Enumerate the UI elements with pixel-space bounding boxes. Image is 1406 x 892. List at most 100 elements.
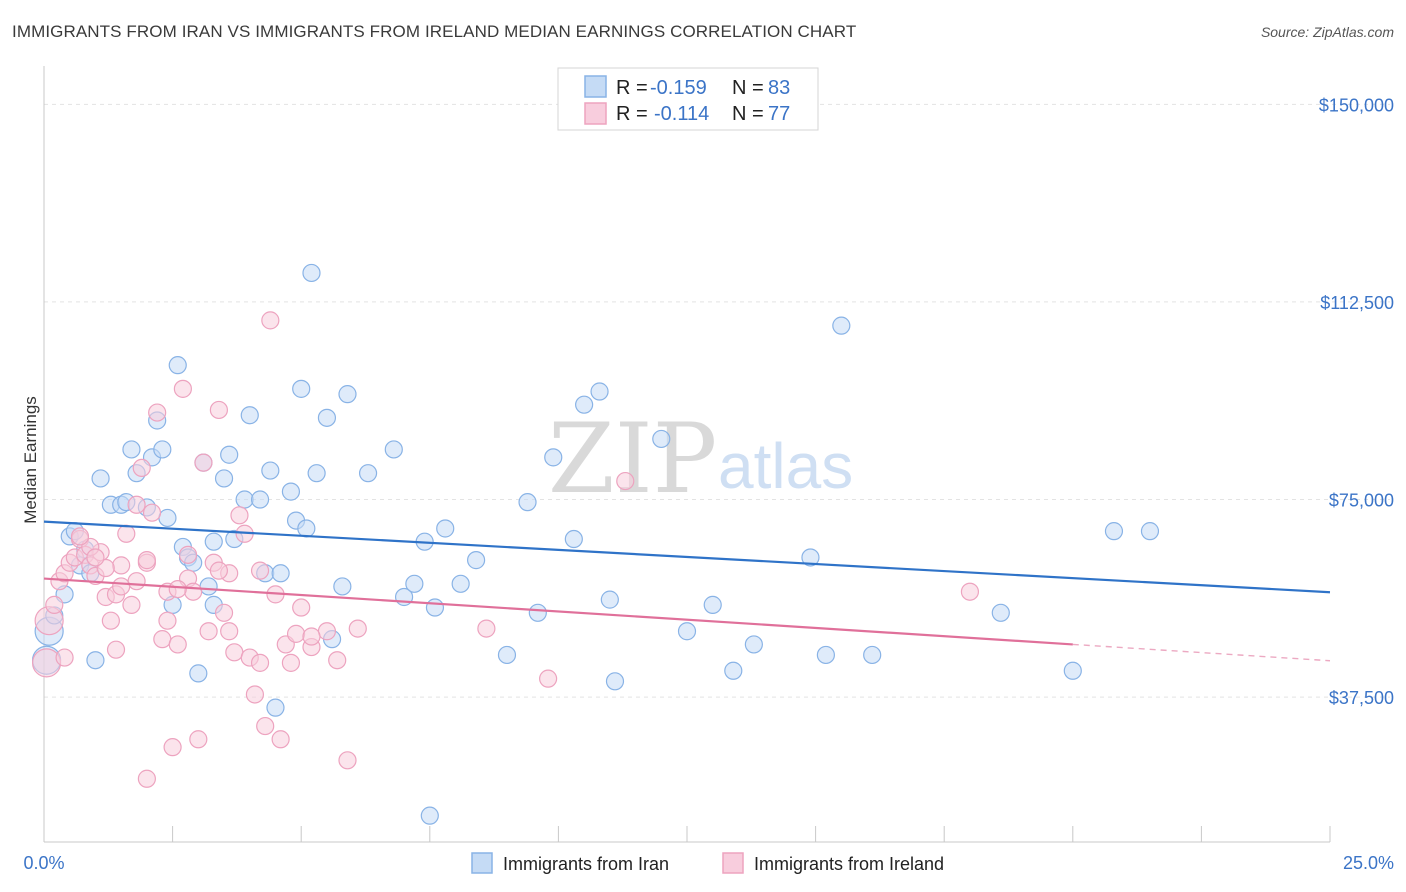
iran-point-71 xyxy=(724,661,743,680)
ireland-point-53 xyxy=(328,651,347,670)
ireland-point-50 xyxy=(292,598,311,617)
y-tick-labels: $37,500 $75,000 $112,500 $150,000 xyxy=(1319,95,1394,708)
y-tick-label-1: $75,000 xyxy=(1329,491,1394,511)
ireland-point-61 xyxy=(127,495,146,514)
iran-point-40 xyxy=(281,482,301,501)
ireland-point-25 xyxy=(163,738,182,757)
iran-point-22 xyxy=(168,356,187,375)
bottom-legend-swatch-ireland xyxy=(722,852,744,874)
iran-point-20 xyxy=(158,508,177,528)
chart-title: IMMIGRANTS FROM IRAN VS IMMIGRANTS FROM … xyxy=(12,22,857,41)
bottom-legend-label-iran: Immigrants from Iran xyxy=(503,854,669,874)
iran-point-66 xyxy=(600,590,619,609)
ireland-point-2 xyxy=(45,595,64,614)
iran-point-57 xyxy=(451,574,470,593)
watermark-atlas: atlas xyxy=(718,430,853,502)
iran-point-14 xyxy=(122,440,141,459)
legend-n-label-iran: N = xyxy=(732,77,764,99)
ireland-point-22 xyxy=(148,403,167,422)
ireland-point-54 xyxy=(338,751,357,770)
ireland-point-65 xyxy=(178,545,198,564)
axes xyxy=(43,66,1331,843)
ireland-point-15 xyxy=(112,556,131,575)
legend-r-value-ireland: -0.114 xyxy=(654,103,709,125)
iran-point-46 xyxy=(317,408,337,427)
iran-point-43 xyxy=(297,519,316,538)
ireland-trend-line xyxy=(43,577,1073,646)
ireland-point-0 xyxy=(31,648,62,678)
ireland-point-23 xyxy=(153,630,172,649)
x-tick-label-1: 25.0% xyxy=(1343,853,1394,873)
iran-point-34 xyxy=(240,406,259,425)
ireland-point-62 xyxy=(158,611,177,630)
ireland-point-31 xyxy=(194,453,213,472)
iran-point-9 xyxy=(86,651,105,670)
ireland-point-17 xyxy=(122,595,141,614)
iran-point-77 xyxy=(991,603,1010,622)
ireland-point-26 xyxy=(168,635,187,654)
iran-point-42 xyxy=(292,379,311,398)
ireland-point-18 xyxy=(127,572,146,591)
iran-point-39 xyxy=(271,564,290,583)
legend-n-value-iran: 83 xyxy=(768,77,790,99)
y-tick-label-3: $150,000 xyxy=(1319,95,1394,115)
legend-bottom: Immigrants from Iran Immigrants from Ire… xyxy=(471,852,944,874)
ireland-point-67 xyxy=(86,548,105,567)
iran-point-74 xyxy=(816,645,835,665)
iran-point-37 xyxy=(261,461,280,480)
ireland-point-68 xyxy=(70,527,90,546)
iran-point-55 xyxy=(425,598,445,617)
series-ireland-points xyxy=(31,311,980,788)
ireland-point-27 xyxy=(173,379,192,398)
ireland-point-73 xyxy=(302,627,321,646)
iran-point-26 xyxy=(189,664,208,683)
iran-point-80 xyxy=(1140,522,1160,541)
ireland-point-59 xyxy=(960,582,980,601)
ireland-point-58 xyxy=(616,471,635,491)
iran-point-33 xyxy=(235,490,254,509)
watermark: ZIP atlas xyxy=(548,403,853,515)
legend-r-label-iran: R = xyxy=(616,77,648,99)
legend-r-label-ireland: R = xyxy=(616,103,648,125)
ireland-point-44 xyxy=(261,311,280,330)
iran-point-29 xyxy=(204,532,223,551)
bottom-legend-label-ireland: Immigrants from Ireland xyxy=(754,854,944,874)
iran-point-51 xyxy=(384,440,403,459)
iran-point-62 xyxy=(544,448,563,467)
ireland-point-37 xyxy=(225,643,244,662)
chart-source: Source: ZipAtlas.com xyxy=(1260,24,1394,40)
ireland-point-75 xyxy=(55,648,74,667)
ireland-point-70 xyxy=(220,622,239,641)
iran-point-38 xyxy=(266,698,285,717)
legend-swatch-ireland xyxy=(584,102,607,125)
iran-point-35 xyxy=(250,490,270,509)
iran-point-69 xyxy=(677,622,697,641)
ireland-point-29 xyxy=(184,582,203,601)
ireland-point-32 xyxy=(199,622,218,641)
ireland-point-19 xyxy=(132,458,151,478)
ireland-point-41 xyxy=(245,685,265,704)
y-axis-title: Median Earnings xyxy=(21,396,40,524)
iran-point-75 xyxy=(832,316,851,335)
ireland-point-56 xyxy=(137,769,156,788)
ireland-point-52 xyxy=(317,622,337,641)
watermark-zip: ZIP xyxy=(548,403,717,515)
iran-point-30 xyxy=(214,469,234,488)
iran-point-19 xyxy=(153,440,172,459)
legend-n-value-ireland: 77 xyxy=(768,103,790,125)
iran-point-28 xyxy=(199,577,218,596)
legend-r-value-iran: -0.159 xyxy=(650,77,707,99)
iran-point-76 xyxy=(863,645,882,665)
iran-point-45 xyxy=(307,464,326,483)
ireland-trend-extension xyxy=(1072,643,1331,662)
iran-point-50 xyxy=(358,464,378,483)
iran-point-31 xyxy=(220,445,239,464)
iran-point-53 xyxy=(405,574,424,593)
bottom-legend-swatch-iran xyxy=(471,852,493,874)
ireland-point-66 xyxy=(209,561,228,580)
ireland-point-30 xyxy=(189,730,208,749)
ireland-point-71 xyxy=(250,653,270,672)
trend-lines xyxy=(43,520,1331,662)
ireland-point-21 xyxy=(142,503,162,522)
ireland-point-74 xyxy=(168,579,187,599)
